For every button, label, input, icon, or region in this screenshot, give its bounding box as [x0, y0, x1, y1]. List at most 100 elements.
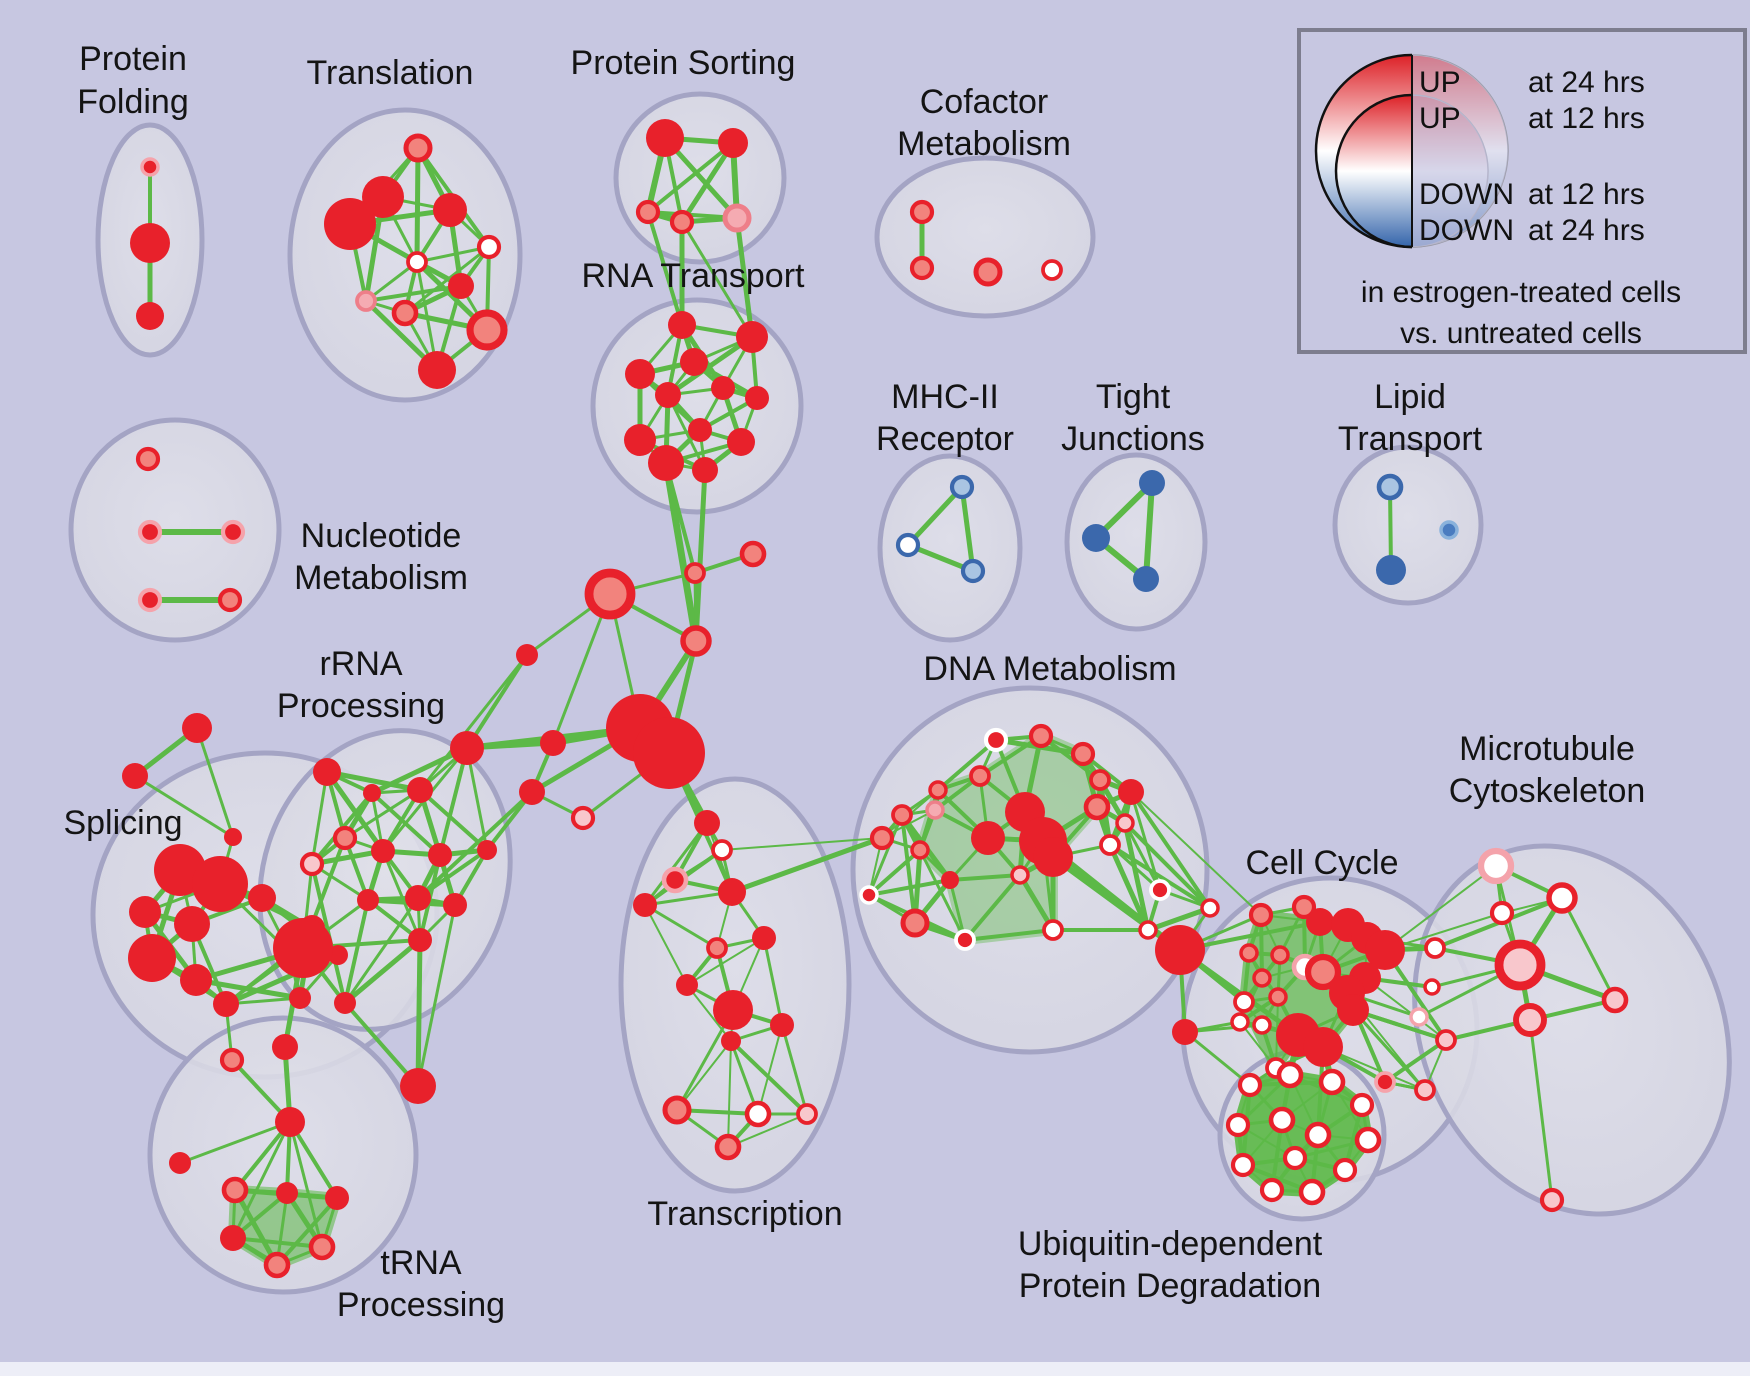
- network-edge: [1183, 1030, 1252, 1087]
- network-node-rt3: [680, 348, 708, 376]
- network-node-cc9: [1304, 953, 1342, 991]
- cluster-label-tight: Tight: [1096, 378, 1171, 416]
- network-edge: [415, 937, 423, 1089]
- network-node-t1: [403, 133, 433, 163]
- network-edge: [686, 984, 732, 1042]
- network-node-t6: [406, 251, 428, 273]
- network-node-c8: [869, 825, 895, 851]
- network-node-m1: [1477, 847, 1515, 885]
- network-node-cc18: [1303, 1027, 1343, 1067]
- network-node-cc7: [1233, 991, 1255, 1013]
- network-edge: [905, 484, 965, 548]
- network-node-r8: [450, 731, 484, 765]
- network-node-mh1: [949, 474, 975, 500]
- network-edge: [324, 769, 423, 793]
- network-node-qi: [169, 1152, 191, 1174]
- network-node-r3: [407, 777, 433, 803]
- network-node-r1: [313, 758, 341, 786]
- network-node-d24: [1200, 898, 1220, 918]
- network-edge: [1129, 790, 1212, 910]
- network-edge: [729, 835, 885, 895]
- network-node-q2: [276, 1182, 298, 1204]
- network-node-q6: [263, 1251, 291, 1279]
- network-node-t5: [476, 234, 502, 260]
- network-node-q4: [220, 1225, 246, 1251]
- network-edge: [195, 726, 235, 839]
- network-node-q1: [221, 1176, 249, 1204]
- network-edge: [343, 788, 422, 840]
- cluster-label-trna: Processing: [337, 1286, 505, 1324]
- network-node-s11: [328, 945, 348, 965]
- network-node-c2: [739, 540, 767, 568]
- network-node-r7: [428, 843, 452, 867]
- network-edge: [1560, 896, 1617, 1002]
- legend-outer-right-fade: [1412, 55, 1508, 247]
- network-edge: [231, 1236, 324, 1249]
- network-node-cc22: [1374, 1071, 1396, 1093]
- network-node-u2: [1276, 1061, 1304, 1089]
- cluster-ellipse-tight: [1064, 452, 1208, 632]
- network-edge: [310, 770, 329, 866]
- network-node-r4: [299, 851, 325, 877]
- legend-box: UP at 24 hrs UP at 12 hrs DOWN at 12 hrs…: [1297, 28, 1747, 354]
- legend-up24-time: at 24 hrs: [1528, 66, 1645, 99]
- legend-outer-left-outline: [1314, 53, 1413, 249]
- network-edge: [646, 210, 684, 327]
- cluster-label-micro: Cytoskeleton: [1449, 772, 1646, 810]
- network-edge: [415, 245, 491, 264]
- network-node-pf2: [130, 223, 170, 263]
- network-node-w1: [1424, 937, 1446, 959]
- network-edge: [418, 653, 529, 792]
- network-node-rt6: [711, 376, 735, 400]
- network-node-cc2: [1291, 894, 1317, 920]
- network-node-tj1: [1139, 470, 1165, 496]
- network-node-rt11: [648, 445, 684, 481]
- network-node-r14: [334, 992, 356, 1014]
- network-node-s6: [128, 934, 176, 982]
- network-edge: [1108, 843, 1212, 910]
- network-node-pf1: [140, 157, 160, 177]
- network-node-d21: [1115, 813, 1135, 833]
- network-node-cc4: [1270, 945, 1290, 965]
- network-edge: [665, 334, 755, 398]
- network-node-m6: [1601, 986, 1629, 1014]
- cluster-label-rrna: Processing: [277, 687, 445, 725]
- legend-down24-time: at 24 hrs: [1528, 214, 1645, 247]
- network-node-co3: [973, 257, 1003, 287]
- network-edge: [418, 788, 489, 852]
- cluster-label-cofac: Cofactor: [920, 83, 1049, 121]
- cluster-ellipse-cofac: [874, 155, 1096, 319]
- network-node-c5: [540, 730, 566, 756]
- network-edge: [551, 592, 612, 745]
- network-edge: [232, 1187, 280, 1268]
- network-node-t8: [355, 290, 377, 312]
- network-node-mh3: [960, 558, 986, 584]
- network-node-rt10: [727, 428, 755, 456]
- network-edge: [679, 140, 736, 225]
- network-node-v1: [694, 810, 720, 836]
- network-edge: [948, 873, 1022, 882]
- cluster-ellipse-rtrans: [590, 297, 804, 515]
- network-node-d23: [1149, 879, 1171, 901]
- network-edge: [729, 1039, 809, 1116]
- network-node-u13: [1282, 1145, 1308, 1171]
- legend-caption-line2: vs. untreated cells: [1400, 317, 1642, 350]
- network-edge: [1107, 842, 1151, 933]
- legend-caption-line1: in estrogen-treated cells: [1361, 276, 1681, 309]
- cluster-label-trans: Transcription: [647, 1195, 842, 1233]
- cluster-label-nucl: Nucleotide: [301, 517, 462, 555]
- network-node-d22: [1089, 769, 1111, 791]
- network-edge: [1384, 912, 1503, 951]
- network-node-q3: [325, 1186, 349, 1210]
- network-node-v10: [770, 1013, 794, 1037]
- network-edge: [662, 459, 700, 645]
- network-node-d6: [1118, 779, 1144, 805]
- network-edge: [1145, 905, 1213, 933]
- network-node-co4: [1041, 259, 1063, 281]
- network-node-r2: [363, 784, 381, 802]
- legend-down12-word: DOWN: [1419, 178, 1514, 211]
- network-node-co2: [909, 255, 935, 281]
- network-node-h2: [633, 717, 705, 789]
- network-node-c3: [584, 568, 636, 620]
